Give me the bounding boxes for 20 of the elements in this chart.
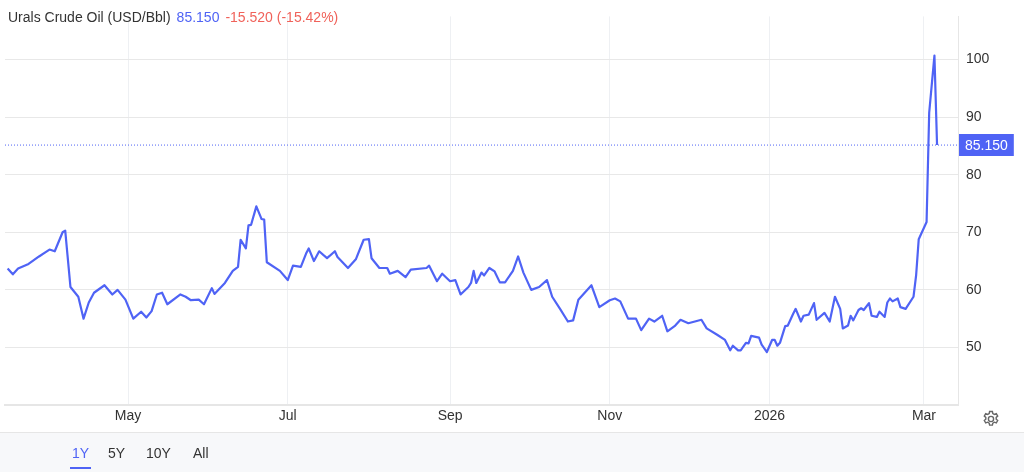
x-tick-label: May bbox=[114, 407, 142, 424]
y-tick-label: 60 bbox=[966, 280, 982, 297]
x-tick-label: 2026 bbox=[753, 407, 786, 424]
chart-title: Urals Crude Oil (USD/Bbl) bbox=[8, 9, 171, 25]
x-tick-label: Jul bbox=[278, 407, 297, 424]
annotation: 85.150 bbox=[176, 9, 220, 25]
text: All bbox=[193, 445, 209, 461]
x-tick-label: Sep bbox=[437, 407, 463, 424]
y-tick-label: 90 bbox=[966, 108, 982, 125]
y-tick-label: 70 bbox=[966, 223, 982, 240]
y-tick-label: 50 bbox=[966, 338, 982, 355]
y-tick-label: 80 bbox=[966, 165, 982, 182]
annotation: -15.520 (-15.42%) bbox=[225, 9, 339, 25]
text: 10Y bbox=[146, 445, 171, 461]
text: 1Y bbox=[70, 445, 92, 469]
x-tick-label: Mar bbox=[911, 407, 937, 424]
y-tick-label: 100 bbox=[966, 50, 990, 67]
x-tick-label: Nov bbox=[597, 407, 623, 424]
ref-line-label: 85.150 bbox=[965, 136, 1009, 153]
text: 5Y bbox=[108, 445, 126, 461]
